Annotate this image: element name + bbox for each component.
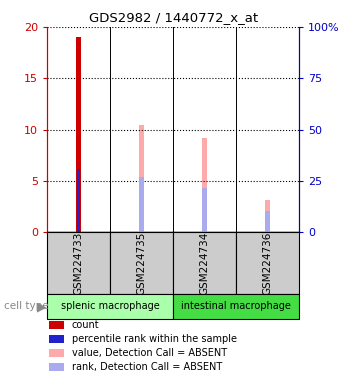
Text: cell type: cell type — [4, 301, 48, 311]
Title: GDS2982 / 1440772_x_at: GDS2982 / 1440772_x_at — [89, 11, 258, 24]
Bar — [139, 126, 144, 232]
Text: GSM224733: GSM224733 — [74, 231, 84, 295]
Text: value, Detection Call = ABSENT: value, Detection Call = ABSENT — [72, 348, 227, 358]
Bar — [265, 211, 270, 232]
Bar — [47, 232, 110, 294]
Bar — [236, 232, 299, 294]
Text: count: count — [72, 320, 99, 330]
Bar — [265, 200, 270, 232]
Text: GSM224736: GSM224736 — [263, 231, 273, 295]
Bar — [139, 177, 144, 232]
Text: intestinal macrophage: intestinal macrophage — [181, 301, 291, 311]
Text: ▶: ▶ — [37, 300, 46, 313]
Text: percentile rank within the sample: percentile rank within the sample — [72, 334, 237, 344]
Text: GSM224735: GSM224735 — [137, 231, 147, 295]
Bar — [47, 294, 173, 319]
Bar — [202, 138, 207, 232]
Bar — [173, 294, 299, 319]
Bar — [173, 232, 236, 294]
Text: rank, Detection Call = ABSENT: rank, Detection Call = ABSENT — [72, 362, 222, 372]
Text: GSM224734: GSM224734 — [200, 231, 210, 295]
Text: splenic macrophage: splenic macrophage — [61, 301, 160, 311]
Bar — [110, 232, 173, 294]
Bar — [202, 188, 207, 232]
Bar — [77, 169, 80, 232]
Bar — [76, 37, 81, 232]
